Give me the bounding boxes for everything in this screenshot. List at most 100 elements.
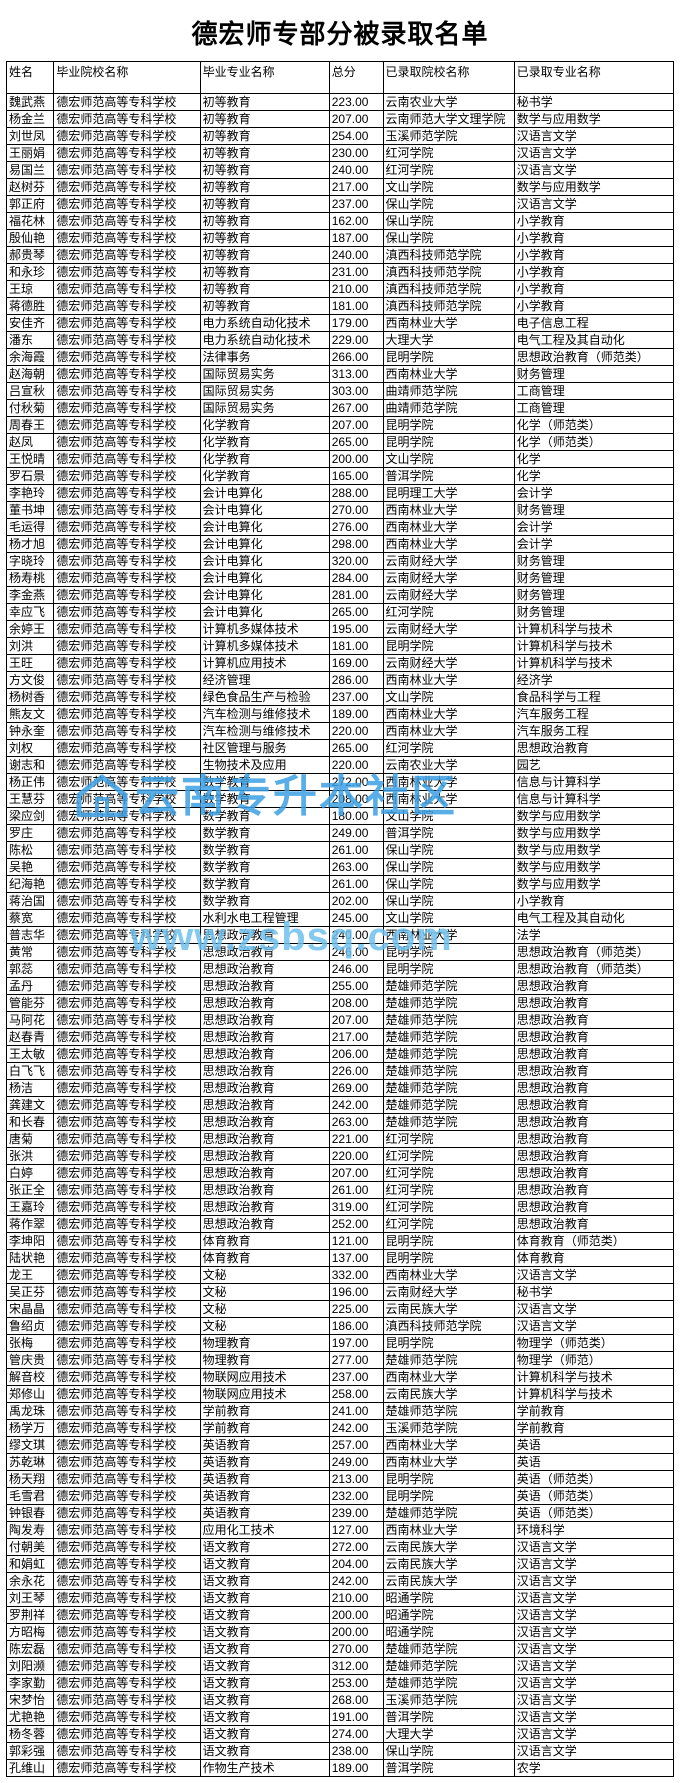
table-cell: 体育教育 [200, 1250, 329, 1267]
table-cell: 数学教育 [200, 859, 329, 876]
table-cell: 汉语言文学 [514, 1607, 673, 1624]
table-cell: 周春王 [7, 417, 54, 434]
table-row: 陶发寿德宏师范高等专科学校应用化工技术127.00西南林业大学环境科学 [7, 1522, 674, 1539]
table-cell: 红河学院 [383, 604, 514, 621]
table-cell: 昭通学院 [383, 1624, 514, 1641]
table-cell: 西南林业大学 [383, 1369, 514, 1386]
table-cell: 汉语言文学 [514, 1743, 673, 1760]
table-cell: 楚雄师范学院 [383, 1012, 514, 1029]
table-cell: 127.00 [329, 1522, 383, 1539]
table-cell: 计算机科学与技术 [514, 1369, 673, 1386]
table-cell: 思想政治教育 [200, 961, 329, 978]
table-cell: 德宏师范高等专科学校 [54, 1573, 200, 1590]
table-cell: 德宏师范高等专科学校 [54, 1029, 200, 1046]
table-cell: 楚雄师范学院 [383, 1097, 514, 1114]
table-row: 龚建文德宏师范高等专科学校思想政治教育242.00楚雄师范学院思想政治教育 [7, 1097, 674, 1114]
table-cell: 德宏师范高等专科学校 [54, 1369, 200, 1386]
table-cell: 英语教育 [200, 1437, 329, 1454]
table-row: 郑修山德宏师范高等专科学校物联网应用技术258.00云南民族大学计算机科学与技术 [7, 1386, 674, 1403]
table-cell: 英语 [514, 1437, 673, 1454]
table-cell: 楚雄师范学院 [383, 1063, 514, 1080]
table-cell: 汽车服务工程 [514, 706, 673, 723]
table-cell: 数学与应用数学 [514, 808, 673, 825]
table-cell: 初等教育 [200, 298, 329, 315]
table-cell: 会计电算化 [200, 604, 329, 621]
table-cell: 语文教育 [200, 1641, 329, 1658]
table-cell: 化学（师范类） [514, 434, 673, 451]
table-cell: 220.00 [329, 723, 383, 740]
table-cell: 242.00 [329, 1420, 383, 1437]
table-cell: 蒋治国 [7, 893, 54, 910]
table-cell: 思想政治教育 [514, 1148, 673, 1165]
table-cell: 云南农业大学 [383, 757, 514, 774]
table-cell: 261.00 [329, 842, 383, 859]
table-cell: 昆明学院 [383, 1471, 514, 1488]
table-row: 禹龙珠德宏师范高等专科学校学前教育241.00楚雄师范学院学前教育 [7, 1403, 674, 1420]
table-row: 马阿花德宏师范高等专科学校思想政治教育207.00楚雄师范学院思想政治教育 [7, 1012, 674, 1029]
table-row: 郭正府德宏师范高等专科学校初等教育237.00保山学院汉语言文学 [7, 196, 674, 213]
table-cell: 德宏师范高等专科学校 [54, 723, 200, 740]
table-cell: 信息与计算科学 [514, 791, 673, 808]
table-cell: 体育教育（师范类） [514, 1233, 673, 1250]
table-cell: 思想政治教育（师范类） [514, 961, 673, 978]
table-cell: 安佳齐 [7, 315, 54, 332]
table-cell: 财务管理 [514, 366, 673, 383]
table-cell: 德宏师范高等专科学校 [54, 1114, 200, 1131]
table-row: 普志华德宏师范高等专科学校思想政治教育240.00西南林业大学法学 [7, 927, 674, 944]
table-cell: 数学与应用数学 [514, 179, 673, 196]
table-row: 吴正芬德宏师范高等专科学校文秘196.00云南财经大学秘书学 [7, 1284, 674, 1301]
table-cell: 楚雄师范学院 [383, 1675, 514, 1692]
table-cell: 计算机科学与技术 [514, 621, 673, 638]
table-cell: 德宏师范高等专科学校 [54, 1318, 200, 1335]
table-cell: 文秘 [200, 1318, 329, 1335]
table-cell: 汉语言文学 [514, 1267, 673, 1284]
table-cell: 蒋德胜 [7, 298, 54, 315]
table-cell: 会计电算化 [200, 570, 329, 587]
table-row: 方文俊德宏师范高等专科学校经济管理286.00西南林业大学经济学 [7, 672, 674, 689]
table-cell: 汽车服务工程 [514, 723, 673, 740]
table-cell: 德宏师范高等专科学校 [54, 825, 200, 842]
table-cell: 滇西科技师范学院 [383, 1318, 514, 1335]
table-cell: 工商管理 [514, 400, 673, 417]
table-cell: 242.00 [329, 1573, 383, 1590]
table-cell: 唐菊 [7, 1131, 54, 1148]
table-cell: 思想政治教育 [514, 1012, 673, 1029]
table-cell: 德宏师范高等专科学校 [54, 1216, 200, 1233]
table-cell: 方昭梅 [7, 1624, 54, 1641]
table-row: 孔维山德宏师范高等专科学校作物生产技术189.00普洱学院农学 [7, 1760, 674, 1777]
table-cell: 258.00 [329, 1386, 383, 1403]
table-cell: 郭蕊 [7, 961, 54, 978]
table-cell: 社区管理与服务 [200, 740, 329, 757]
table-cell: 德宏师范高等专科学校 [54, 298, 200, 315]
table-cell: 思想政治教育 [200, 978, 329, 995]
table-cell: 红河学院 [383, 1216, 514, 1233]
table-cell: 汉语言文学 [514, 1318, 673, 1335]
table-cell: 261.00 [329, 876, 383, 893]
table-cell: 197.00 [329, 1335, 383, 1352]
table-row: 陆状艳德宏师范高等专科学校体育教育137.00昆明学院体育教育 [7, 1250, 674, 1267]
table-cell: 化学教育 [200, 451, 329, 468]
table-cell: 德宏师范高等专科学校 [54, 1250, 200, 1267]
table-cell: 和娟虹 [7, 1556, 54, 1573]
table-cell: 初等教育 [200, 162, 329, 179]
table-cell: 语文教育 [200, 1709, 329, 1726]
table-cell: 208.00 [329, 995, 383, 1012]
table-cell: 物联网应用技术 [200, 1369, 329, 1386]
table-cell: 汉语言文学 [514, 162, 673, 179]
table-cell: 223.00 [329, 94, 383, 111]
table-cell: 239.00 [329, 1505, 383, 1522]
table-cell: 云南财经大学 [383, 621, 514, 638]
table-cell: 德宏师范高等专科学校 [54, 332, 200, 349]
table-row: 刘世凤德宏师范高等专科学校初等教育254.00玉溪师范学院汉语言文学 [7, 128, 674, 145]
table-cell: 楚雄师范学院 [383, 1046, 514, 1063]
table-cell: 毛运得 [7, 519, 54, 536]
table-row: 毛运得德宏师范高等专科学校会计电算化276.00西南林业大学会计学 [7, 519, 674, 536]
table-cell: 284.00 [329, 570, 383, 587]
table-cell: 德宏师范高等专科学校 [54, 621, 200, 638]
table-cell: 德宏师范高等专科学校 [54, 1675, 200, 1692]
table-cell: 汉语言文学 [514, 1658, 673, 1675]
table-cell: 数学教育 [200, 842, 329, 859]
table-cell: 232.00 [329, 1488, 383, 1505]
table-cell: 德宏师范高等专科学校 [54, 1097, 200, 1114]
table-cell: 初等教育 [200, 145, 329, 162]
